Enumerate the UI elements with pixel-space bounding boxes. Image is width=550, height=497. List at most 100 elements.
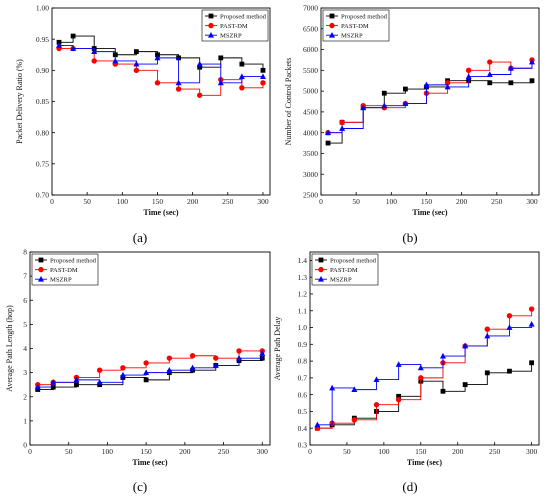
data-point xyxy=(91,58,97,64)
data-point xyxy=(239,61,245,67)
y-tick-label: 0.70 xyxy=(36,191,49,200)
y-tick-label: 1.3 xyxy=(298,273,308,282)
data-point xyxy=(166,355,173,361)
data-point xyxy=(506,324,513,330)
series-line xyxy=(328,59,533,134)
x-tick-label: 250 xyxy=(489,447,501,456)
data-point xyxy=(339,125,346,131)
y-tick-label: 7 xyxy=(23,272,27,281)
panel-a-packet-delivery-ratio: 0 50 100 150 200 250 300 0.70 0.75 0.80 0.85 0.90 0.… xyxy=(15,4,271,245)
x-tick-label: 150 xyxy=(421,197,433,206)
data-point xyxy=(444,83,451,90)
y-tick-label: 3000 xyxy=(303,170,318,179)
data-point xyxy=(96,379,103,385)
data-point xyxy=(444,80,451,86)
data-point xyxy=(417,364,424,371)
y-tick-label: 4000 xyxy=(303,128,318,137)
data-point xyxy=(440,388,446,394)
x-tick-label: 0 xyxy=(50,197,54,206)
data-point xyxy=(236,354,243,361)
data-point xyxy=(175,79,182,86)
x-axis-title: Time (sec) xyxy=(412,208,448,217)
data-point xyxy=(484,326,490,332)
data-point xyxy=(423,81,430,88)
data-point xyxy=(196,92,203,98)
data-point xyxy=(260,67,266,73)
data-point xyxy=(175,86,182,92)
y-tick-label: 0 xyxy=(23,441,27,450)
y-tick-label: 0.9 xyxy=(298,340,308,349)
data-point xyxy=(213,355,219,361)
data-point xyxy=(402,100,409,106)
data-point xyxy=(487,80,493,86)
panel-caption: (a) xyxy=(133,230,147,245)
series-proposed-method xyxy=(325,78,535,146)
y-tick-label: 1.00 xyxy=(36,4,49,13)
y-tick-label: 0.5 xyxy=(298,407,308,416)
x-tick-label: 200 xyxy=(452,447,464,456)
data-point xyxy=(439,352,446,359)
x-tick-label: 200 xyxy=(179,447,191,456)
data-point xyxy=(212,362,219,368)
y-tick-label: 4 xyxy=(23,344,27,353)
data-point xyxy=(70,45,77,51)
x-tick-label: 250 xyxy=(222,197,234,206)
legend-marker xyxy=(329,32,335,38)
data-point xyxy=(462,342,469,349)
y-tick-label: 0.7 xyxy=(298,373,308,382)
data-point xyxy=(381,102,388,109)
data-point xyxy=(528,58,535,65)
legend: Proposed method PAST-DM MSZRP xyxy=(31,253,99,286)
legend-marker xyxy=(38,276,44,282)
x-tick-label: 200 xyxy=(187,197,199,206)
y-tick-label: 1.2 xyxy=(298,290,308,299)
series-past-dm xyxy=(56,45,266,98)
series-mszrp xyxy=(325,58,535,136)
series-line xyxy=(317,309,533,429)
data-point xyxy=(351,386,358,393)
data-point xyxy=(373,402,380,408)
data-point xyxy=(462,382,468,387)
legend-marker xyxy=(329,13,335,19)
y-tick-label: 3500 xyxy=(303,149,318,158)
series-proposed-method xyxy=(35,355,265,392)
legend-marker xyxy=(38,266,44,273)
data-point xyxy=(74,382,79,388)
series-line xyxy=(317,324,533,426)
x-tick-label: 300 xyxy=(526,447,538,456)
series-line xyxy=(59,44,263,84)
y-tick-label: 1.1 xyxy=(298,306,308,315)
panel-caption: (b) xyxy=(402,230,417,245)
y-tick-label: 0.3 xyxy=(298,441,308,450)
series-mszrp xyxy=(34,350,266,390)
y-tick-label: 0.85 xyxy=(36,97,49,106)
y-axis-title: Packet Delivery Ratio (%) xyxy=(15,59,24,144)
x-axis-title: Time (sec) xyxy=(143,208,179,217)
x-tick-label: 100 xyxy=(102,447,114,456)
data-point xyxy=(507,368,512,374)
series-mszrp xyxy=(56,42,266,86)
y-axis-title: Average Path Delay xyxy=(273,317,282,381)
data-point xyxy=(70,33,76,39)
legend-label: PAST-DM xyxy=(220,23,248,30)
data-point xyxy=(395,396,402,403)
data-point xyxy=(133,49,139,55)
y-tick-label: 0.90 xyxy=(36,66,49,75)
y-tick-label: 4500 xyxy=(303,107,318,116)
data-point xyxy=(396,393,402,399)
data-point xyxy=(325,140,331,146)
y-tick-label: 6000 xyxy=(303,45,318,54)
data-point xyxy=(529,78,535,84)
y-tick-label: 8 xyxy=(23,248,27,257)
data-point xyxy=(238,73,245,79)
legend-label: PAST-DM xyxy=(341,23,369,30)
y-tick-label: 3 xyxy=(23,368,27,377)
data-point xyxy=(217,79,224,86)
data-point xyxy=(119,371,126,378)
data-point xyxy=(506,313,513,319)
data-point xyxy=(73,376,80,383)
y-tick-label: 6500 xyxy=(303,24,318,33)
legend-label: Proposed method xyxy=(50,257,97,264)
x-tick-label: 300 xyxy=(257,447,269,456)
